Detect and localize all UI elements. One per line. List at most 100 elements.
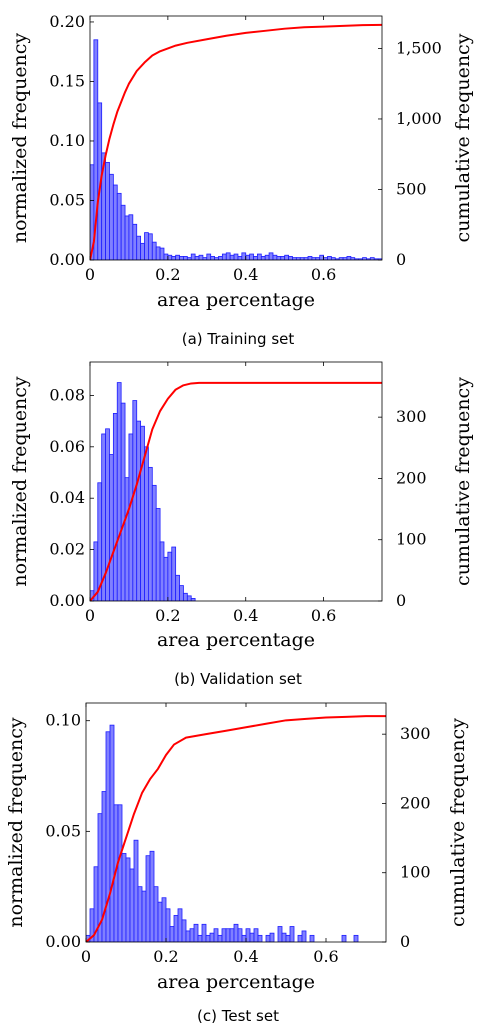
y-tick-label: 0.20 xyxy=(49,12,85,31)
histogram-bar xyxy=(149,850,155,942)
y-tick-label: 0.02 xyxy=(49,540,85,559)
histogram-bar xyxy=(140,242,145,260)
x-tick-label: 0 xyxy=(85,606,95,625)
histogram-bar xyxy=(249,253,254,260)
histogram-bar xyxy=(213,928,219,942)
histogram-bar xyxy=(124,477,130,601)
histogram-bar xyxy=(201,923,207,942)
y-tick-label: 0.05 xyxy=(45,821,81,840)
histogram-bar xyxy=(217,934,223,942)
histogram-bar xyxy=(237,928,243,942)
plot-frame xyxy=(85,702,387,943)
x-tick-label: 0.2 xyxy=(155,265,180,284)
histogram-bar xyxy=(175,254,180,260)
histogram-bar xyxy=(205,934,211,942)
histogram-bars xyxy=(90,39,382,260)
histogram-bar xyxy=(346,256,352,260)
y-tick-label: 0.10 xyxy=(49,131,85,150)
y-tick-label: 0.00 xyxy=(49,250,85,269)
histogram-bar xyxy=(179,256,184,260)
cumulative-line xyxy=(90,381,382,601)
histogram-bar xyxy=(197,934,203,942)
histogram-bar xyxy=(163,556,169,601)
histogram-bar xyxy=(124,215,130,260)
histogram-bar xyxy=(327,256,332,260)
histogram-bar xyxy=(218,256,223,260)
histogram-bar xyxy=(284,254,289,260)
histogram-bar xyxy=(301,930,307,942)
histogram-bar xyxy=(109,724,115,942)
histogram-bar xyxy=(288,256,293,260)
histogram-bar xyxy=(128,433,134,601)
y-tick-label: 0.05 xyxy=(49,190,85,209)
histogram-bar xyxy=(132,223,138,260)
x-tick-label: 0.4 xyxy=(233,947,258,966)
histogram-bar xyxy=(153,886,159,942)
histogram-bar xyxy=(167,254,173,260)
x-axis-label: area percentage xyxy=(157,289,315,311)
x-tick-label: 0.6 xyxy=(313,947,338,966)
histogram-bar xyxy=(193,923,199,942)
y2-axis-label: cumulative frequency xyxy=(452,377,474,586)
histogram-bar xyxy=(144,232,149,260)
histogram-bar xyxy=(120,402,126,601)
y2-tick-label: 1,000 xyxy=(396,109,442,128)
histogram-bar xyxy=(307,256,313,260)
histogram-bar xyxy=(194,256,200,260)
histogram-bar xyxy=(353,934,359,942)
y2-tick-label: 0 xyxy=(396,591,406,610)
histogram-bar xyxy=(159,247,165,260)
histogram-bar xyxy=(185,930,191,942)
histogram-bar xyxy=(116,192,122,260)
histogram-bar xyxy=(105,731,111,942)
histogram-bar xyxy=(233,923,239,942)
figure-caption: (c) Test set xyxy=(197,1007,279,1025)
histogram-bar xyxy=(117,804,123,942)
x-axis-label: area percentage xyxy=(157,971,315,993)
histogram-bar xyxy=(144,446,149,601)
histogram-bar xyxy=(245,928,251,942)
histogram-bar xyxy=(105,428,110,601)
histogram-bar xyxy=(173,915,179,942)
histogram-bars xyxy=(90,382,196,601)
plot-frame xyxy=(89,361,383,602)
x-tick-label: 0.2 xyxy=(153,947,178,966)
histogram-bar xyxy=(109,173,114,260)
y-axis-label: normalized frequency xyxy=(5,717,27,928)
histogram-bar xyxy=(289,926,295,942)
x-tick-label: 0.4 xyxy=(233,265,258,284)
histogram-bar xyxy=(341,934,347,942)
x-tick-label: 0 xyxy=(85,265,95,284)
histogram-bar xyxy=(129,868,135,942)
histogram-bar xyxy=(159,541,165,601)
histogram-bar xyxy=(265,934,271,942)
x-tick-label: 0.6 xyxy=(311,265,336,284)
histogram-bar xyxy=(241,934,247,942)
histogram-bar xyxy=(225,928,231,942)
y-tick-label: 0.00 xyxy=(45,932,81,951)
histogram-bar xyxy=(190,253,196,260)
histogram-bar xyxy=(257,253,262,260)
histogram-bar xyxy=(132,400,138,601)
histogram-bar xyxy=(249,932,255,942)
histogram-bar xyxy=(253,256,258,260)
histogram-bar xyxy=(161,897,167,942)
histogram-bar xyxy=(281,932,287,942)
y-tick-label: 0.06 xyxy=(49,437,85,456)
histogram-bar xyxy=(210,256,215,260)
histogram-bar xyxy=(229,928,235,942)
histogram-bar xyxy=(198,254,204,260)
histogram-bar xyxy=(221,253,227,260)
histogram-bar xyxy=(155,508,161,601)
histogram-bar xyxy=(186,595,192,601)
histogram-bar xyxy=(157,901,163,942)
y-tick-label: 0.08 xyxy=(49,385,85,404)
y2-tick-label: 100 xyxy=(400,863,431,882)
histogram-bar xyxy=(147,233,153,260)
histogram-bar xyxy=(285,934,291,942)
y-tick-label: 0.15 xyxy=(49,71,85,90)
histogram-bar xyxy=(233,253,239,260)
chart-panel: 0 0.2 0.4 0.6 0.00 0.05 0.10 0 100 200 300 area per… xyxy=(5,702,469,1025)
histogram-bar xyxy=(155,246,161,260)
